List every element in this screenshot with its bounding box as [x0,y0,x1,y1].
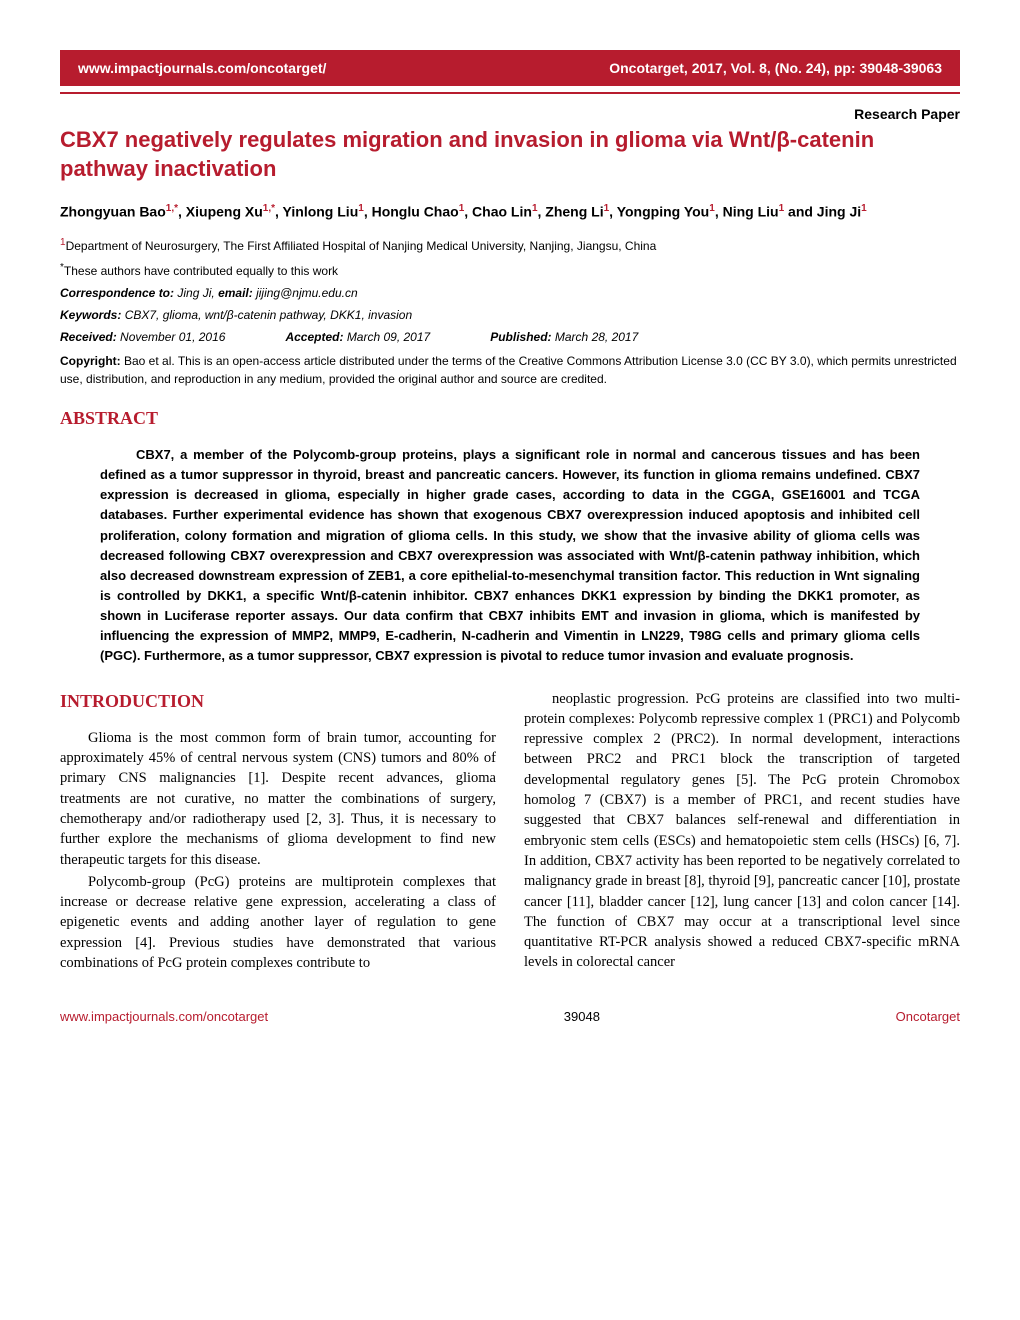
received-value: November 01, 2016 [120,330,225,344]
footer-journal: Oncotarget [896,1009,960,1024]
citation: Oncotarget, 2017, Vol. 8, (No. 24), pp: … [609,60,942,76]
authors: Zhongyuan Bao1,*, Xiupeng Xu1,*, Yinlong… [60,201,960,223]
right-column: neoplastic progression. PcG proteins are… [524,667,960,974]
copyright-text: Bao et al. This is an open-access articl… [60,354,957,386]
correspondence-line: Correspondence to: Jing Ji, email: jijin… [60,286,960,300]
correspondence-email: jijing@njmu.edu.cn [256,286,358,300]
keywords-line: Keywords: CBX7, glioma, wnt/β-catenin pa… [60,308,960,322]
body-columns: INTRODUCTION Glioma is the most common f… [60,667,960,974]
page: www.impactjournals.com/oncotarget/ Oncot… [0,0,1020,1064]
published: Published: March 28, 2017 [490,330,638,344]
section-label: Research Paper [60,106,960,122]
abstract-heading: ABSTRACT [60,408,960,429]
accepted: Accepted: March 09, 2017 [285,330,430,344]
contribution-note: *These authors have contributed equally … [60,262,960,278]
abstract-body: CBX7, a member of the Polycomb-group pro… [60,445,960,667]
journal-url: www.impactjournals.com/oncotarget/ [78,60,326,76]
article-title: CBX7 negatively regulates migration and … [60,126,960,183]
correspondence-label: Correspondence to: [60,286,174,300]
paragraph: Polycomb-group (PcG) proteins are multip… [60,872,496,973]
paragraph: Glioma is the most common form of brain … [60,728,496,870]
left-column: INTRODUCTION Glioma is the most common f… [60,667,496,974]
keywords-value: CBX7, glioma, wnt/β-catenin pathway, DKK… [125,308,412,322]
copyright-label: Copyright: [60,354,121,368]
received-label: Received: [60,330,117,344]
accepted-value: March 09, 2017 [347,330,430,344]
published-value: March 28, 2017 [555,330,638,344]
footer-url: www.impactjournals.com/oncotarget [60,1009,268,1024]
accepted-label: Accepted: [285,330,343,344]
intro-right-paragraphs: neoplastic progression. PcG proteins are… [524,689,960,973]
keywords-label: Keywords: [60,308,121,322]
email-label: email: [218,286,253,300]
dates-row: Received: November 01, 2016 Accepted: Ma… [60,330,960,344]
copyright: Copyright: Bao et al. This is an open-ac… [60,352,960,388]
published-label: Published: [490,330,551,344]
introduction-heading: INTRODUCTION [60,689,496,714]
header-bar: www.impactjournals.com/oncotarget/ Oncot… [60,50,960,86]
correspondence-name: Jing Ji, [177,286,214,300]
received: Received: November 01, 2016 [60,330,225,344]
page-number: 39048 [564,1009,600,1024]
paragraph: neoplastic progression. PcG proteins are… [524,689,960,973]
affiliation: 1Department of Neurosurgery, The First A… [60,235,960,256]
intro-left-paragraphs: Glioma is the most common form of brain … [60,728,496,974]
page-footer: www.impactjournals.com/oncotarget 39048 … [60,1009,960,1024]
header-divider [60,92,960,94]
